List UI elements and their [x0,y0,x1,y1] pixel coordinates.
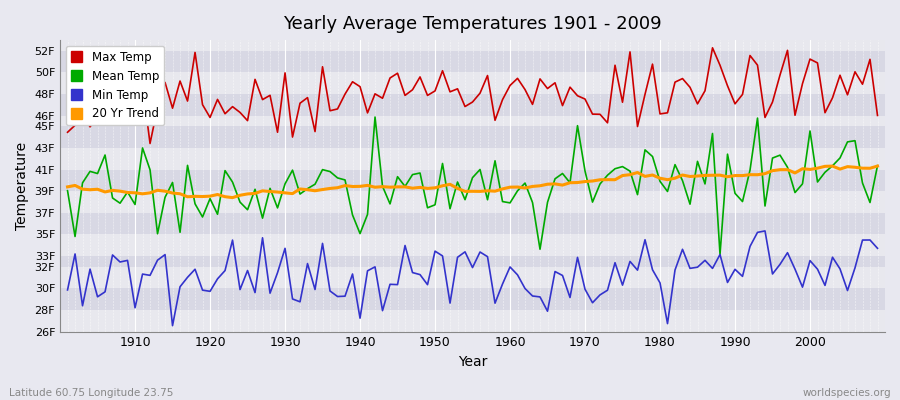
Bar [60,234,885,256]
Text: Latitude 60.75 Longitude 23.75: Latitude 60.75 Longitude 23.75 [9,388,174,398]
Bar [60,40,885,51]
Bar [60,256,885,267]
Bar [60,170,885,191]
Bar [60,94,885,116]
Text: worldspecies.org: worldspecies.org [803,388,891,398]
Bar [60,267,885,288]
Bar [60,51,885,72]
Bar [60,116,885,126]
Title: Yearly Average Temperatures 1901 - 2009: Yearly Average Temperatures 1901 - 2009 [284,15,662,33]
Y-axis label: Temperature: Temperature [15,142,29,230]
Bar [60,213,885,234]
Bar [60,126,885,148]
Bar [60,148,885,170]
Legend: Max Temp, Mean Temp, Min Temp, 20 Yr Trend: Max Temp, Mean Temp, Min Temp, 20 Yr Tre… [66,46,164,125]
Bar [60,72,885,94]
Bar [60,288,885,310]
Bar [60,310,885,332]
Bar [60,191,885,213]
X-axis label: Year: Year [458,355,487,369]
